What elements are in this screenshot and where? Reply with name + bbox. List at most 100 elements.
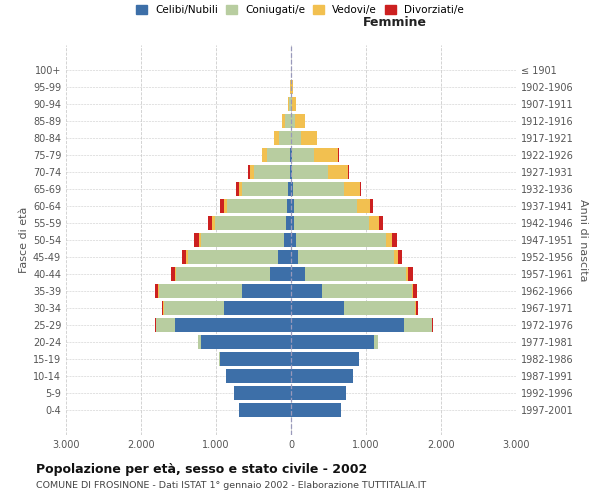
- Bar: [291, 250, 298, 264]
- Bar: [408, 267, 413, 281]
- Bar: [344, 182, 359, 196]
- Bar: [201, 335, 291, 349]
- Bar: [220, 199, 224, 213]
- Bar: [379, 216, 383, 230]
- Bar: [270, 267, 291, 281]
- Bar: [158, 284, 159, 298]
- Bar: [291, 335, 373, 349]
- Bar: [279, 131, 291, 145]
- Bar: [156, 318, 175, 332]
- Bar: [293, 199, 358, 213]
- Bar: [215, 216, 286, 230]
- Bar: [373, 335, 378, 349]
- Bar: [201, 233, 284, 247]
- Bar: [291, 233, 296, 247]
- Bar: [295, 216, 370, 230]
- Bar: [274, 131, 279, 145]
- Bar: [239, 182, 242, 196]
- Bar: [392, 233, 397, 247]
- Bar: [291, 216, 295, 230]
- Bar: [212, 216, 215, 230]
- Bar: [413, 284, 417, 298]
- Bar: [163, 301, 223, 315]
- Bar: [406, 267, 408, 281]
- Bar: [176, 267, 270, 281]
- Bar: [289, 97, 291, 110]
- Bar: [223, 301, 291, 315]
- Bar: [291, 301, 343, 315]
- Bar: [291, 131, 301, 145]
- Bar: [291, 165, 292, 179]
- Bar: [277, 250, 291, 264]
- Bar: [291, 284, 322, 298]
- Bar: [298, 250, 394, 264]
- Bar: [291, 318, 404, 332]
- Bar: [250, 165, 254, 179]
- Bar: [182, 250, 186, 264]
- Bar: [219, 352, 220, 366]
- Bar: [394, 250, 398, 264]
- Y-axis label: Fasce di età: Fasce di età: [19, 207, 29, 273]
- Bar: [305, 267, 406, 281]
- Bar: [404, 318, 432, 332]
- Bar: [284, 233, 291, 247]
- Bar: [292, 97, 296, 110]
- Bar: [287, 199, 291, 213]
- Bar: [291, 97, 292, 110]
- Bar: [343, 301, 415, 315]
- Bar: [175, 318, 291, 332]
- Bar: [282, 114, 285, 128]
- Legend: Celibi/Nubili, Coniugati/e, Vedovi/e, Divorziati/e: Celibi/Nubili, Coniugati/e, Vedovi/e, Di…: [132, 1, 468, 20]
- Bar: [194, 233, 199, 247]
- Bar: [358, 199, 370, 213]
- Bar: [241, 284, 291, 298]
- Text: Popolazione per età, sesso e stato civile - 2002: Popolazione per età, sesso e stato civil…: [36, 462, 367, 475]
- Bar: [398, 250, 403, 264]
- Bar: [155, 284, 158, 298]
- Bar: [293, 182, 344, 196]
- Bar: [291, 404, 341, 417]
- Bar: [291, 182, 293, 196]
- Bar: [290, 165, 291, 179]
- Bar: [226, 370, 291, 383]
- Bar: [172, 267, 175, 281]
- Bar: [292, 165, 328, 179]
- Bar: [161, 301, 163, 315]
- Bar: [234, 386, 291, 400]
- Bar: [239, 404, 291, 417]
- Bar: [412, 284, 413, 298]
- Bar: [267, 148, 290, 162]
- Bar: [328, 165, 348, 179]
- Bar: [175, 267, 176, 281]
- Bar: [290, 148, 291, 162]
- Bar: [416, 301, 418, 315]
- Bar: [254, 165, 290, 179]
- Bar: [291, 352, 359, 366]
- Bar: [198, 335, 201, 349]
- Bar: [291, 386, 346, 400]
- Bar: [291, 114, 295, 128]
- Bar: [186, 250, 187, 264]
- Bar: [220, 352, 291, 366]
- Bar: [285, 114, 291, 128]
- Text: Femmine: Femmine: [362, 16, 427, 30]
- Bar: [291, 370, 353, 383]
- Bar: [322, 284, 412, 298]
- Bar: [359, 182, 361, 196]
- Bar: [296, 233, 386, 247]
- Bar: [295, 114, 305, 128]
- Bar: [314, 148, 338, 162]
- Bar: [227, 199, 287, 213]
- Bar: [292, 80, 293, 94]
- Bar: [248, 165, 250, 179]
- Bar: [208, 216, 212, 230]
- Bar: [224, 199, 227, 213]
- Bar: [289, 182, 291, 196]
- Bar: [236, 182, 239, 196]
- Bar: [187, 250, 277, 264]
- Bar: [288, 97, 289, 110]
- Bar: [348, 165, 349, 179]
- Text: COMUNE DI FROSINONE - Dati ISTAT 1° gennaio 2002 - Elaborazione TUTTITALIA.IT: COMUNE DI FROSINONE - Dati ISTAT 1° genn…: [36, 481, 426, 490]
- Bar: [415, 301, 416, 315]
- Bar: [159, 284, 241, 298]
